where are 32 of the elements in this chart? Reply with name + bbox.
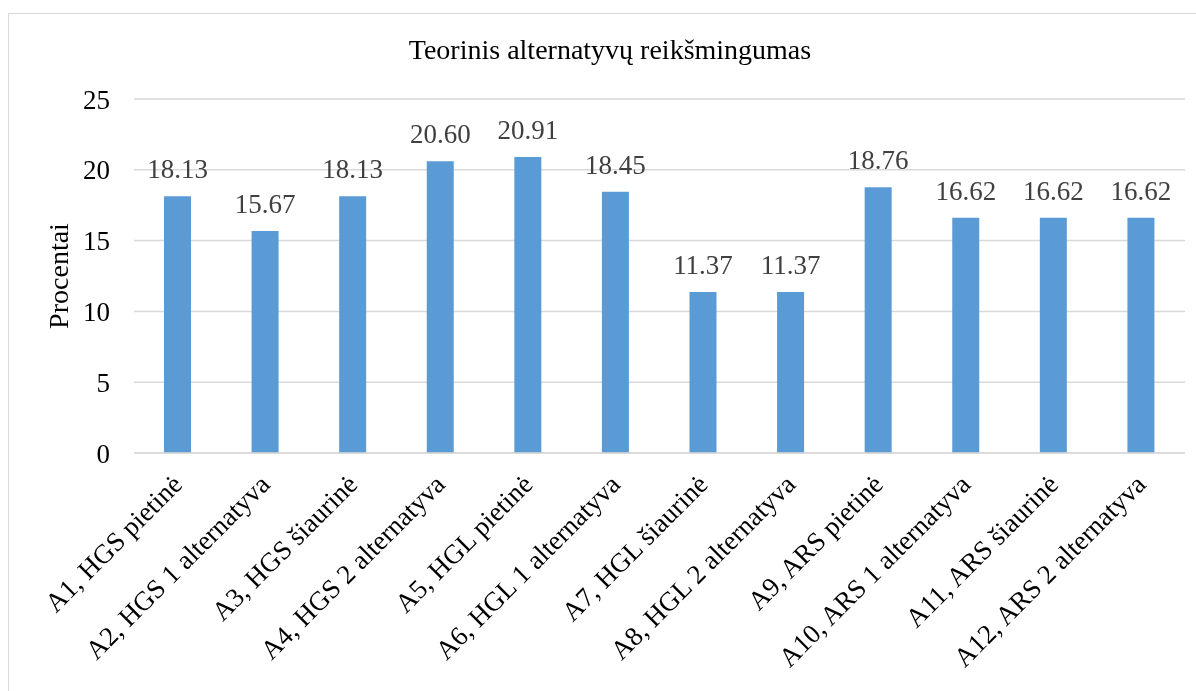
- y-tick-label: 0: [96, 438, 110, 469]
- data-label: 11.37: [673, 250, 733, 280]
- data-label: 18.45: [585, 149, 646, 180]
- y-tick-label: 15: [83, 226, 110, 257]
- data-label: 18.13: [322, 154, 384, 185]
- data-label: 20.60: [409, 119, 471, 150]
- bar: [251, 231, 279, 453]
- chart-title: Teorinis alternatyvų reikšmingumas: [407, 34, 813, 66]
- bar: [864, 187, 892, 453]
- y-tick-label: 25: [83, 84, 110, 115]
- bar: [601, 191, 629, 453]
- data-label: 16.62: [1110, 175, 1172, 206]
- data-label: 16.62: [1022, 175, 1084, 206]
- bar: [426, 161, 454, 453]
- y-tick-label: 10: [83, 296, 110, 327]
- bar: [689, 292, 717, 453]
- data-label: 20.91: [497, 114, 559, 145]
- bar: [777, 292, 805, 453]
- data-label: 18.76: [847, 145, 909, 176]
- data-label: 11.37: [760, 250, 821, 280]
- bar: [339, 196, 367, 453]
- y-tick-label: 5: [96, 367, 110, 398]
- bar: [514, 156, 542, 453]
- data-label: 16.62: [935, 175, 997, 206]
- bar: [1127, 217, 1155, 453]
- y-tick-label: 20: [83, 155, 110, 186]
- bar: [952, 217, 980, 453]
- y-axis-title: Procentai: [42, 222, 74, 329]
- bar: [164, 196, 191, 453]
- data-label: 15.67: [234, 189, 296, 220]
- data-label: 18.13: [147, 154, 208, 185]
- bar: [1039, 217, 1067, 453]
